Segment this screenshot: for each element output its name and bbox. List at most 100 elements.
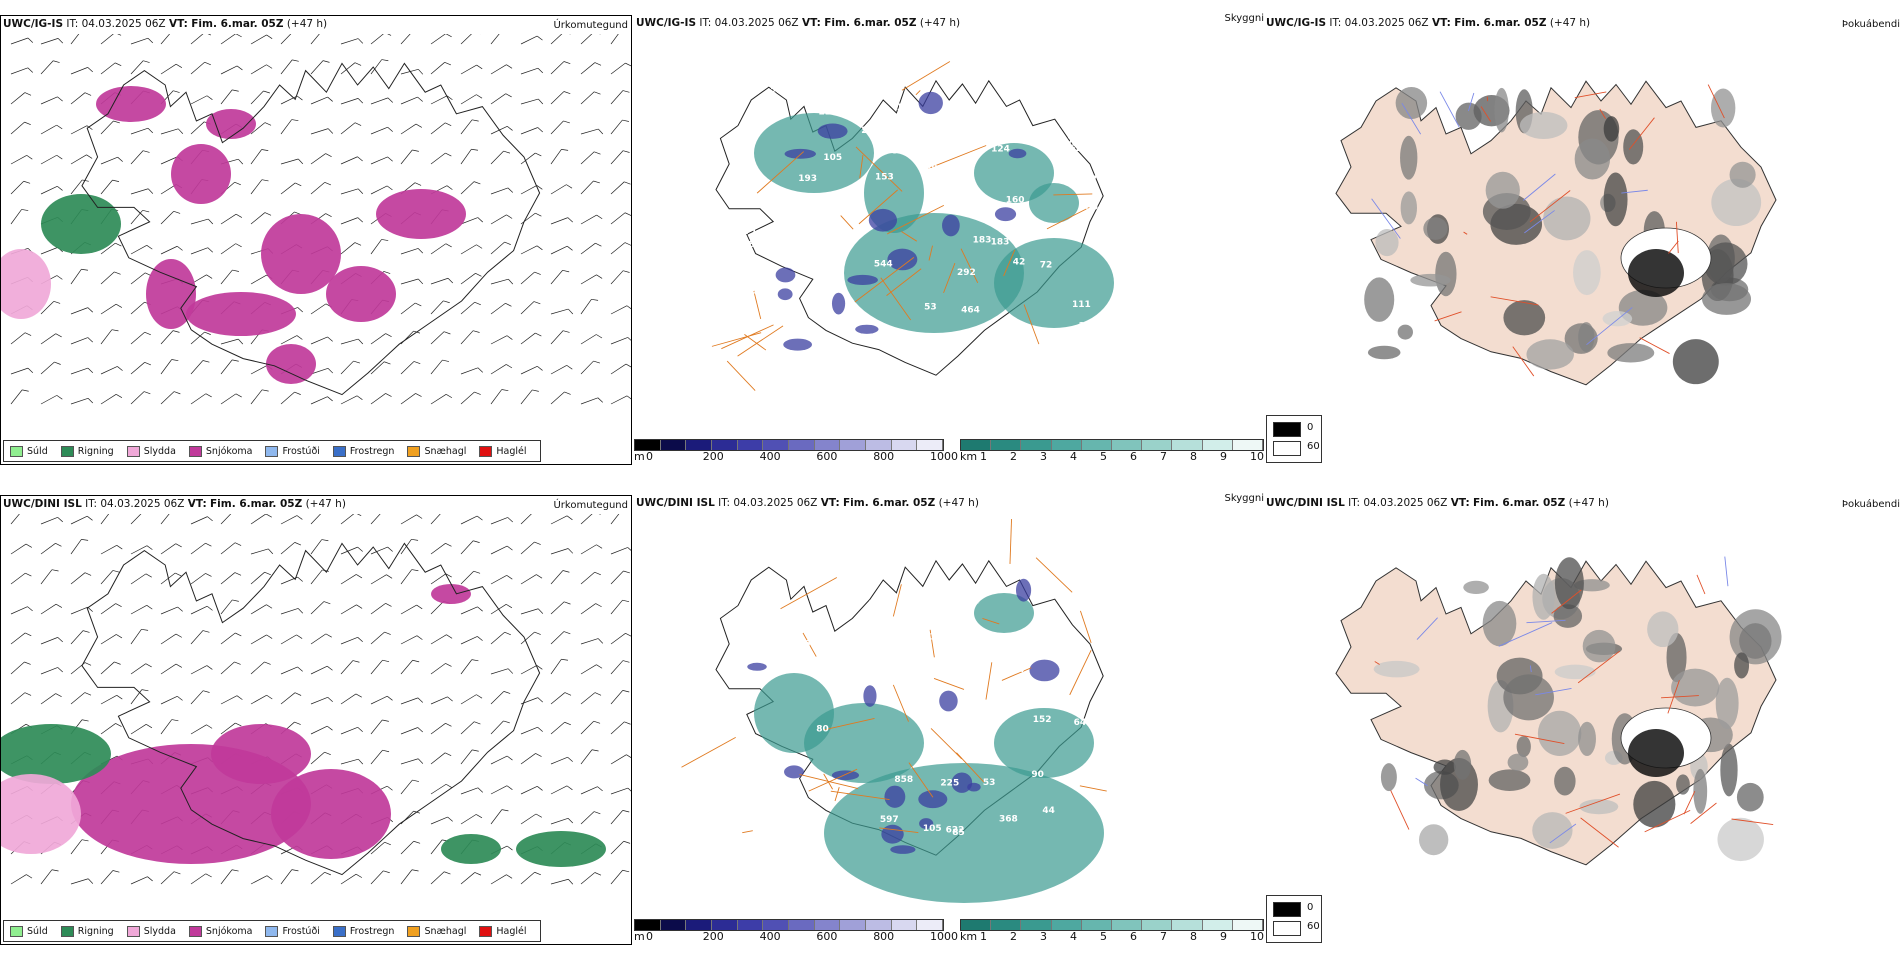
precip-map bbox=[1, 34, 631, 444]
cloud-number: 189 bbox=[919, 163, 938, 173]
legend-swatch bbox=[479, 446, 492, 457]
cloud-number: 20 bbox=[747, 88, 760, 98]
cloud-number: 42 bbox=[1013, 258, 1026, 268]
cloud-number: 583 bbox=[868, 600, 887, 610]
cloud-number: 118 bbox=[955, 645, 974, 655]
cloud-number: 884 bbox=[963, 656, 982, 666]
cloud-panel: UWC/DINI ISL IT: 04.03.2025 06Z VT: Fim.… bbox=[634, 495, 1264, 945]
legend-swatch bbox=[10, 446, 23, 457]
cloud-number: 116 bbox=[965, 348, 984, 358]
panel-title: UWC/DINI ISL IT: 04.03.2025 06Z VT: Fim.… bbox=[636, 497, 979, 509]
legend-label: Haglél bbox=[496, 926, 526, 937]
legend-item: Haglél bbox=[479, 446, 526, 457]
legend-item: Frostúði bbox=[265, 446, 319, 457]
legend-swatch bbox=[189, 446, 202, 457]
model-name: UWC/IG-IS bbox=[3, 18, 63, 30]
panel-title: UWC/DINI ISL IT: 04.03.2025 06Z VT: Fim.… bbox=[1266, 497, 1609, 509]
colorbar-tick: 1 bbox=[980, 450, 987, 463]
model-name: UWC/DINI ISL bbox=[3, 498, 82, 510]
forecast-row-1: UWC/IG-IS IT: 04.03.2025 06Z VT: Fim. 6.… bbox=[0, 0, 1900, 475]
cloud-number: 40 bbox=[890, 650, 903, 660]
cloud-map: 2019813289421771114366213115319320925233… bbox=[634, 33, 1264, 433]
lead-time: (+47 h) bbox=[1569, 497, 1609, 509]
cloud-number: 128 bbox=[744, 286, 763, 296]
legend-swatch bbox=[265, 926, 278, 937]
model-name: UWC/IG-IS bbox=[1266, 17, 1326, 29]
colorbar-tick: 3 bbox=[1040, 930, 1047, 943]
cloud-number: 44 bbox=[1042, 806, 1055, 816]
cloud-number: 160 bbox=[743, 744, 762, 754]
cloud-number: 198 bbox=[897, 103, 916, 113]
legend-label: Slydda bbox=[144, 926, 176, 937]
colorbar-tick: 7 bbox=[1160, 450, 1167, 463]
cloud-number: 318 bbox=[1062, 594, 1081, 604]
cloud-number: 90 bbox=[1031, 770, 1044, 780]
cloud-number: 240 bbox=[770, 87, 789, 97]
cloud-number: 649 bbox=[1074, 718, 1093, 728]
legend-swatch bbox=[333, 446, 346, 457]
cloud-number: 105 bbox=[923, 824, 942, 834]
cloud-number: 225 bbox=[940, 779, 959, 789]
cloud-number: 89 bbox=[891, 147, 904, 157]
cloud-number: 337 bbox=[770, 363, 789, 373]
legend-item: Snæhagl bbox=[407, 446, 466, 457]
legend-swatch bbox=[61, 446, 74, 457]
init-time: 04.03.2025 06Z bbox=[733, 497, 817, 509]
panel-type-label: Úrkomutegund bbox=[553, 20, 628, 31]
legend-label: Snæhagl bbox=[424, 926, 466, 937]
init-time: 04.03.2025 06Z bbox=[100, 498, 184, 510]
colorbar-tick: 0 bbox=[646, 450, 653, 463]
legend-swatch bbox=[127, 446, 140, 457]
legend-swatch bbox=[407, 446, 420, 457]
fog-panel: UWC/DINI ISL IT: 04.03.2025 06Z VT: Fim.… bbox=[1266, 495, 1900, 945]
colorbar-tick: 9 bbox=[1220, 930, 1227, 943]
fog-panel: UWC/IG-IS IT: 04.03.2025 06Z VT: Fim. 6.… bbox=[1266, 15, 1900, 465]
legend-item: Snæhagl bbox=[407, 926, 466, 937]
valid-time: Fim. 6.mar. 05Z bbox=[843, 497, 935, 509]
cloud-number: 96 bbox=[843, 233, 856, 243]
cloud-number: 100 bbox=[817, 633, 836, 643]
colorbar-tick: 5 bbox=[1100, 450, 1107, 463]
panel-title: UWC/DINI ISL IT: 04.03.2025 06Z VT: Fim.… bbox=[3, 498, 346, 510]
cloud-map: 8085100264446223184707955978666498581681… bbox=[634, 513, 1264, 913]
legend-item: Slydda bbox=[127, 926, 176, 937]
init-time: 04.03.2025 06Z bbox=[82, 18, 166, 30]
legend-label: Frostúði bbox=[282, 926, 319, 937]
colorbar-tick: 10 bbox=[1250, 930, 1264, 943]
colorbar-tick: 8 bbox=[1190, 930, 1197, 943]
init-time: 04.03.2025 06Z bbox=[715, 17, 799, 29]
cloud-number: 368 bbox=[999, 815, 1018, 825]
cloud-number: 273 bbox=[1079, 321, 1098, 331]
model-name: UWC/DINI ISL bbox=[636, 497, 715, 509]
cloud-number: 88 bbox=[876, 693, 889, 703]
lead-time: (+47 h) bbox=[287, 18, 327, 30]
cloud-number: 209 bbox=[943, 115, 962, 125]
cloud-number: 131 bbox=[1049, 354, 1068, 364]
cloud-panel: UWC/IG-IS IT: 04.03.2025 06Z VT: Fim. 6.… bbox=[634, 15, 1264, 465]
lead-time: (+47 h) bbox=[1550, 17, 1590, 29]
colorbar-tick: 4 bbox=[1070, 450, 1077, 463]
cloud-number: 160 bbox=[1006, 195, 1025, 205]
cloud-number: 153 bbox=[875, 173, 894, 183]
fog-map bbox=[1266, 513, 1900, 913]
legend-swatch bbox=[407, 926, 420, 937]
cloud-number: 152 bbox=[1033, 715, 1052, 725]
cloud-number: 74 bbox=[1012, 665, 1025, 675]
cloud-number: 167 bbox=[1055, 136, 1074, 146]
legend-item: Frostregn bbox=[333, 446, 395, 457]
cloud-number: 105 bbox=[823, 153, 842, 163]
cloud-number: 183 bbox=[973, 236, 992, 246]
legend-item: Súld bbox=[10, 926, 48, 937]
cloud-number: 72 bbox=[1040, 261, 1053, 271]
lead-time: (+47 h) bbox=[306, 498, 346, 510]
legend-label: Snjókoma bbox=[206, 926, 253, 937]
cloud-number: 59 bbox=[920, 601, 933, 611]
panel-type-label: Skyggni bbox=[1224, 493, 1264, 504]
cloud-number: 220 bbox=[828, 371, 847, 381]
cloud-number: 292 bbox=[957, 268, 976, 278]
colorbar-tick: 600 bbox=[816, 450, 837, 463]
